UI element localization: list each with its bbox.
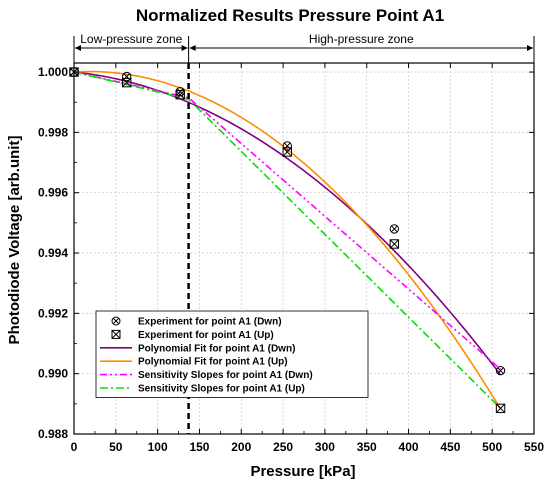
x-tick-label: 350: [357, 440, 377, 454]
marker-cross: [390, 225, 398, 233]
y-tick-label: 1.000: [38, 65, 68, 79]
marker-cross: [495, 403, 506, 413]
x-tick-label: 300: [315, 440, 335, 454]
x-tick-label: 150: [189, 440, 209, 454]
marker-circle: [389, 224, 400, 234]
x-tick-label: 0: [71, 440, 78, 454]
marker-square: [111, 329, 121, 339]
marker-square: [495, 403, 506, 414]
legend-box: [95, 310, 369, 398]
marker-cross: [497, 367, 504, 375]
legend-entry: Experiment for point A1 (Dwn): [138, 317, 282, 328]
axes: 0 50 100 150 200 250 300 350 400 450 500 550 0.988 0.…: [38, 63, 544, 454]
x-tick-label: 450: [440, 440, 460, 454]
y-tick-label: 0.996: [38, 186, 68, 200]
marker-cross: [122, 78, 132, 88]
marker-circle: [111, 316, 121, 326]
data-point: [495, 403, 506, 414]
zone-arrowhead-left: [75, 45, 81, 51]
x-axis-label: Pressure [kPa]: [250, 463, 355, 480]
x-tick-label: 500: [482, 440, 502, 454]
zone-arrowhead-right: [181, 45, 188, 51]
high-pressure-zone-label: High-pressure zone: [309, 32, 414, 46]
marker-square: [175, 89, 185, 100]
x-tick-label: 250: [273, 440, 293, 454]
y-tick-label: 0.992: [38, 306, 68, 320]
legend-marker: [111, 316, 121, 326]
series-line: [73, 71, 502, 409]
x-tick-label: 100: [148, 440, 168, 454]
chart-title: Normalized Results Pressure Point A1: [136, 6, 444, 25]
x-tick-label: 50: [109, 440, 123, 454]
series-line: [73, 70, 502, 410]
data-point: [495, 365, 506, 376]
legend-entry: Polynomial Fit for point A1 (Dwn): [138, 343, 295, 354]
legend-entry: Polynomial Fit for point A1 (Up): [138, 357, 288, 368]
zone-arrowhead-right: [527, 45, 533, 51]
legend-entry: Sensitivity Slopes for point A1 (Dwn): [138, 370, 313, 381]
series-line: [73, 71, 502, 376]
marker-square: [282, 147, 292, 157]
marker-cross: [282, 147, 292, 157]
data-point: [121, 77, 132, 88]
y-tick-label: 0.990: [38, 367, 68, 381]
marker-cross: [176, 88, 184, 96]
x-tick-label: 550: [524, 440, 544, 454]
data-point: [389, 239, 400, 249]
marker-circle: [282, 141, 292, 151]
x-tick-label: 200: [231, 440, 251, 454]
marker-square: [121, 77, 132, 88]
marker-circle: [121, 71, 132, 82]
legend: Experiment for point A1 (Dwn) Experiment …: [95, 310, 369, 398]
y-tick-label: 0.988: [38, 427, 68, 441]
y-tick-label: 0.998: [38, 125, 68, 139]
series-layer: [69, 67, 506, 414]
legend-marker: [111, 329, 121, 339]
marker-cross: [111, 330, 121, 339]
marker-cross: [112, 317, 120, 325]
legend-entry: Experiment for point A1 (Up): [138, 330, 274, 341]
legend-entry: Sensitivity Slopes for point A1 (Up): [138, 384, 305, 395]
low-pressure-zone-label: Low-pressure zone: [80, 32, 182, 46]
zone-annotations: Low-pressure zone High-pressure zone: [73, 32, 535, 63]
data-point: [175, 89, 185, 100]
y-axis-label: Photodiode Voltage [arb.unit]: [6, 136, 23, 345]
data-point: [282, 147, 292, 157]
legend-items: Experiment for point A1 (Dwn) Experiment …: [100, 316, 313, 395]
y-tick-label: 0.994: [38, 246, 68, 260]
marker-square: [389, 239, 400, 249]
marker-cross: [175, 90, 185, 100]
x-tick-label: 400: [399, 440, 419, 454]
data-point: [389, 224, 400, 234]
marker-circle: [495, 365, 506, 376]
zone-arrowhead-left: [189, 45, 196, 51]
marker-cross: [389, 239, 399, 249]
